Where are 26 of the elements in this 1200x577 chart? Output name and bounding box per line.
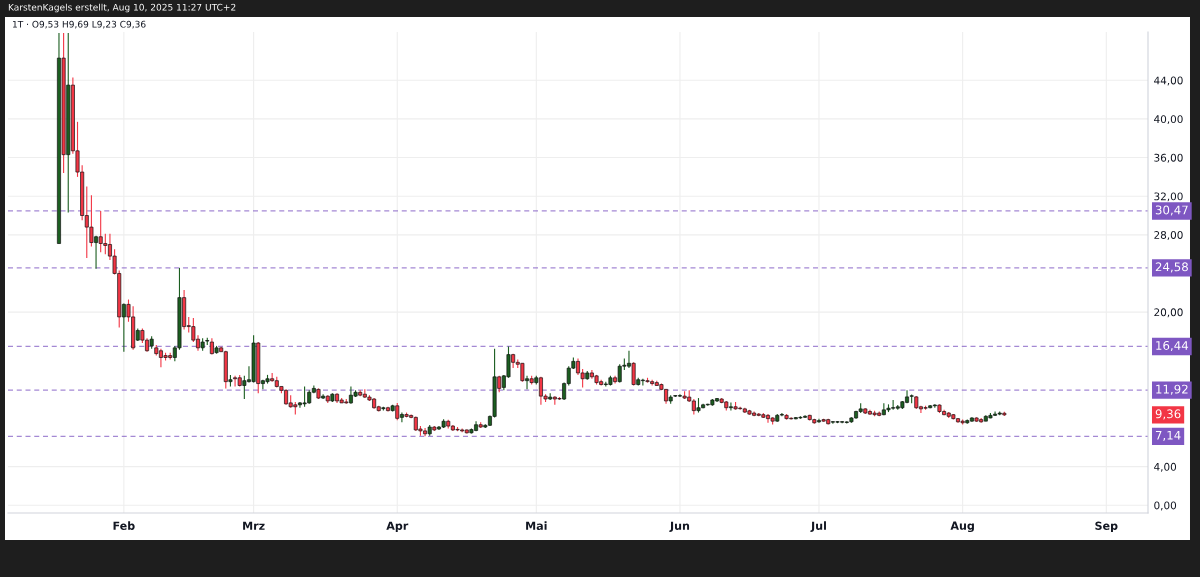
x-tick-label: Sep [1095,521,1118,533]
x-tick-label: Feb [113,521,135,530]
x-tick-label: Aug [950,521,974,533]
x-tick-label: Apr [386,521,409,533]
ref-line-label: 16,44 [1156,340,1189,352]
y-tick-label: 32,00 [1154,192,1183,202]
x-tick-label: Jun [669,521,690,532]
ref-line-label: 30,47 [1155,205,1188,216]
candlestick [302,385,307,408]
y-tick-label: 0,00 [1154,501,1177,511]
ref-line-label: 11,92 [1156,384,1188,395]
y-tick-label: 28,00 [1154,231,1183,240]
text: KarstenKagels erstellt, Aug 10, 2025 11:27 UTC+2 [8,3,236,13]
y-tick-label: 4,00 [1154,462,1177,472]
x-tick-label: Jul [810,521,826,532]
y-tick-label: 36,00 [1154,153,1183,163]
y-tick-label: 20,00 [1154,308,1183,318]
y-tick-label: 44,00 [1154,76,1183,86]
ref-line-label: 7,14 [1155,430,1181,441]
x-tick-label: Mai [526,521,547,530]
candlestick [89,194,94,247]
y-tick-label: 40,00 [1154,115,1183,125]
chart-title: 1T · O9,53 H9,69 L9,23 C9,36 [12,20,146,29]
x-tick-label: Mrz [243,521,265,530]
ref-line-label: 24,58 [1155,262,1188,273]
text: 9,36 [1155,409,1181,420]
